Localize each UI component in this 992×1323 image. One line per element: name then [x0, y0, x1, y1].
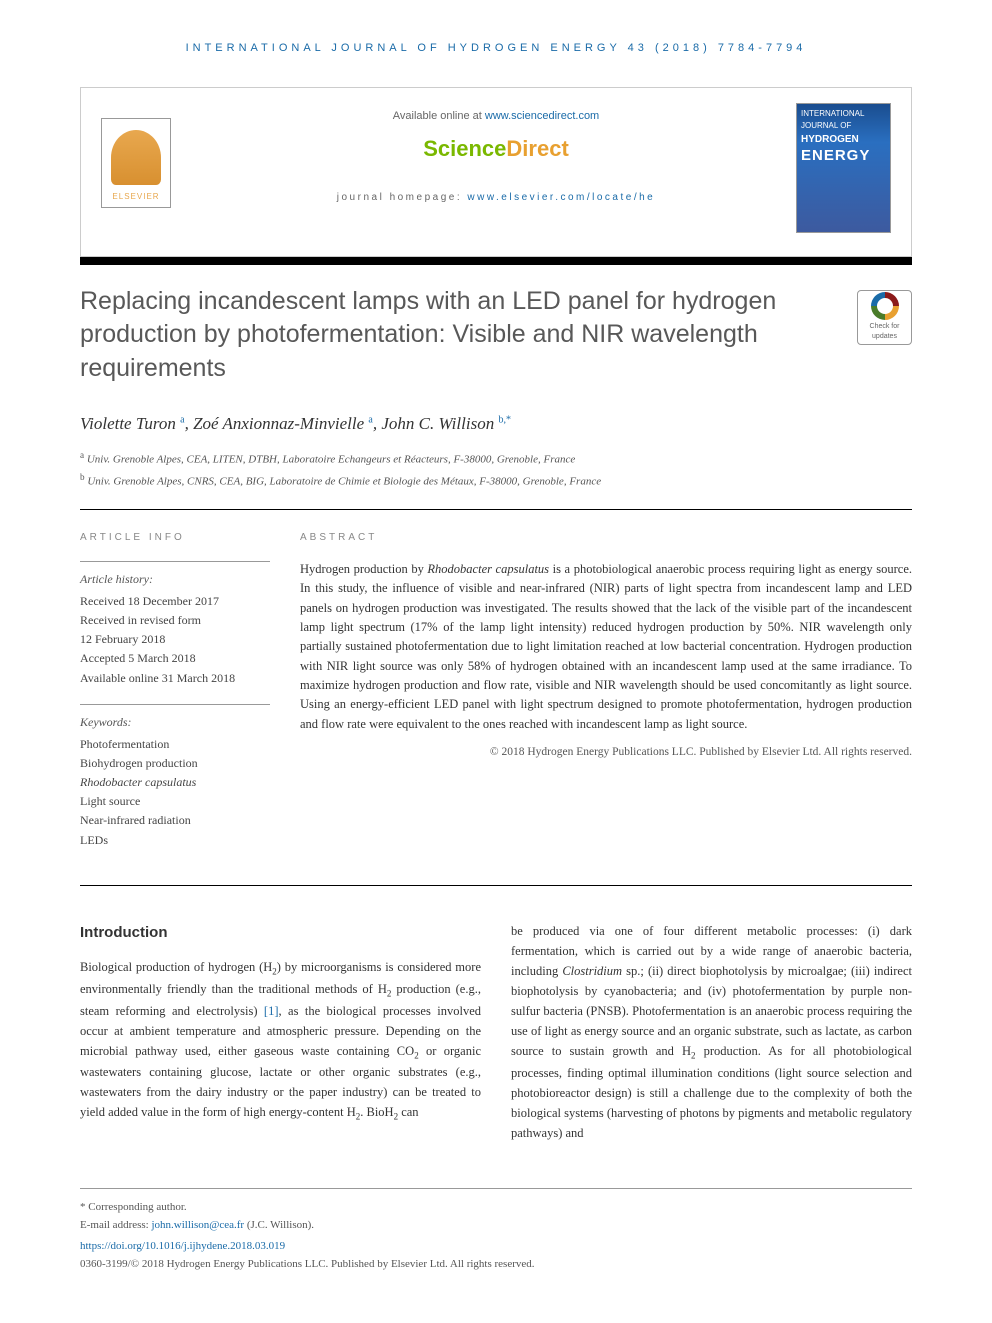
email-line: E-mail address: john.willison@cea.fr (J.…: [80, 1217, 912, 1234]
body-text: Introduction Biological production of hy…: [80, 921, 912, 1143]
footer: * Corresponding author. E-mail address: …: [80, 1188, 912, 1273]
body-column-right: be produced via one of four different me…: [511, 921, 912, 1143]
history-item: Accepted 5 March 2018: [80, 649, 270, 668]
keywords-label: Keywords:: [80, 704, 270, 731]
abstract-heading: ABSTRACT: [300, 530, 912, 545]
abstract-copyright: © 2018 Hydrogen Energy Publications LLC.…: [300, 744, 912, 761]
cover-supertitle: INTERNATIONAL JOURNAL OF: [801, 108, 886, 132]
history-item: Available online 31 March 2018: [80, 669, 270, 688]
article-title: Replacing incandescent lamps with an LED…: [80, 285, 912, 386]
elsevier-tree-icon: [111, 130, 161, 185]
abstract-column: ABSTRACT Hydrogen production by Rhodobac…: [300, 530, 912, 850]
journal-homepage: journal homepage: www.elsevier.com/locat…: [111, 190, 881, 205]
keyword-item: Light source: [80, 792, 270, 811]
journal-citation-header: INTERNATIONAL JOURNAL OF HYDROGEN ENERGY…: [80, 40, 912, 57]
check-updates-badge[interactable]: Check for updates: [857, 290, 912, 345]
homepage-link[interactable]: www.elsevier.com/locate/he: [467, 192, 655, 203]
keyword-item: Photofermentation: [80, 735, 270, 754]
issn-copyright: 0360-3199/© 2018 Hydrogen Energy Publica…: [80, 1256, 912, 1273]
doi-link[interactable]: https://doi.org/10.1016/j.ijhydene.2018.…: [80, 1238, 912, 1255]
body-column-left: Introduction Biological production of hy…: [80, 921, 481, 1143]
article-info-heading: ARTICLE INFO: [80, 530, 270, 545]
authors: Violette Turon a, Zoé Anxionnaz-Minviell…: [80, 411, 912, 437]
keyword-item: LEDs: [80, 831, 270, 850]
crossmark-icon: [871, 292, 899, 320]
intro-para-2: be produced via one of four different me…: [511, 921, 912, 1143]
sciencedirect-logo[interactable]: ScienceDirect: [111, 132, 881, 165]
cover-title-2: ENERGY: [801, 145, 886, 168]
history-item: Received in revised form: [80, 611, 270, 630]
history-item: Received 18 December 2017: [80, 592, 270, 611]
ref-link-1[interactable]: [1]: [264, 1004, 279, 1018]
intro-para-1: Biological production of hydrogen (H2) b…: [80, 957, 481, 1125]
check-updates-line1: Check for: [870, 322, 900, 333]
affiliation-a: Univ. Grenoble Alpes, CEA, LITEN, DTBH, …: [87, 454, 575, 466]
affiliation-b: Univ. Grenoble Alpes, CNRS, CEA, BIG, La…: [87, 475, 601, 487]
masthead: ELSEVIER INTERNATIONAL JOURNAL OF HYDROG…: [80, 87, 912, 257]
keyword-item: Biohydrogen production: [80, 754, 270, 773]
elsevier-logo[interactable]: ELSEVIER: [101, 118, 171, 208]
history-label: Article history:: [80, 561, 270, 588]
keyword-item: Near-infrared radiation: [80, 811, 270, 830]
affiliations: a Univ. Grenoble Alpes, CEA, LITEN, DTBH…: [80, 448, 912, 510]
history-item: 12 February 2018: [80, 630, 270, 649]
corresponding-author-note: * Corresponding author.: [80, 1199, 912, 1216]
journal-cover-thumbnail[interactable]: INTERNATIONAL JOURNAL OF HYDROGEN ENERGY: [796, 103, 891, 233]
check-updates-line2: updates: [872, 332, 897, 343]
article-info-sidebar: ARTICLE INFO Article history: Received 1…: [80, 530, 270, 850]
keyword-item: Rhodobacter capsulatus: [80, 773, 270, 792]
elsevier-label: ELSEVIER: [112, 191, 159, 203]
sciencedirect-link[interactable]: www.sciencedirect.com: [485, 110, 599, 122]
available-online: Available online at www.sciencedirect.co…: [111, 108, 881, 125]
email-link[interactable]: john.willison@cea.fr: [151, 1219, 244, 1231]
introduction-heading: Introduction: [80, 921, 481, 945]
cover-title-1: HYDROGEN: [801, 134, 886, 145]
abstract-text: Hydrogen production by Rhodobacter capsu…: [300, 560, 912, 734]
separator-bar: [80, 257, 912, 265]
